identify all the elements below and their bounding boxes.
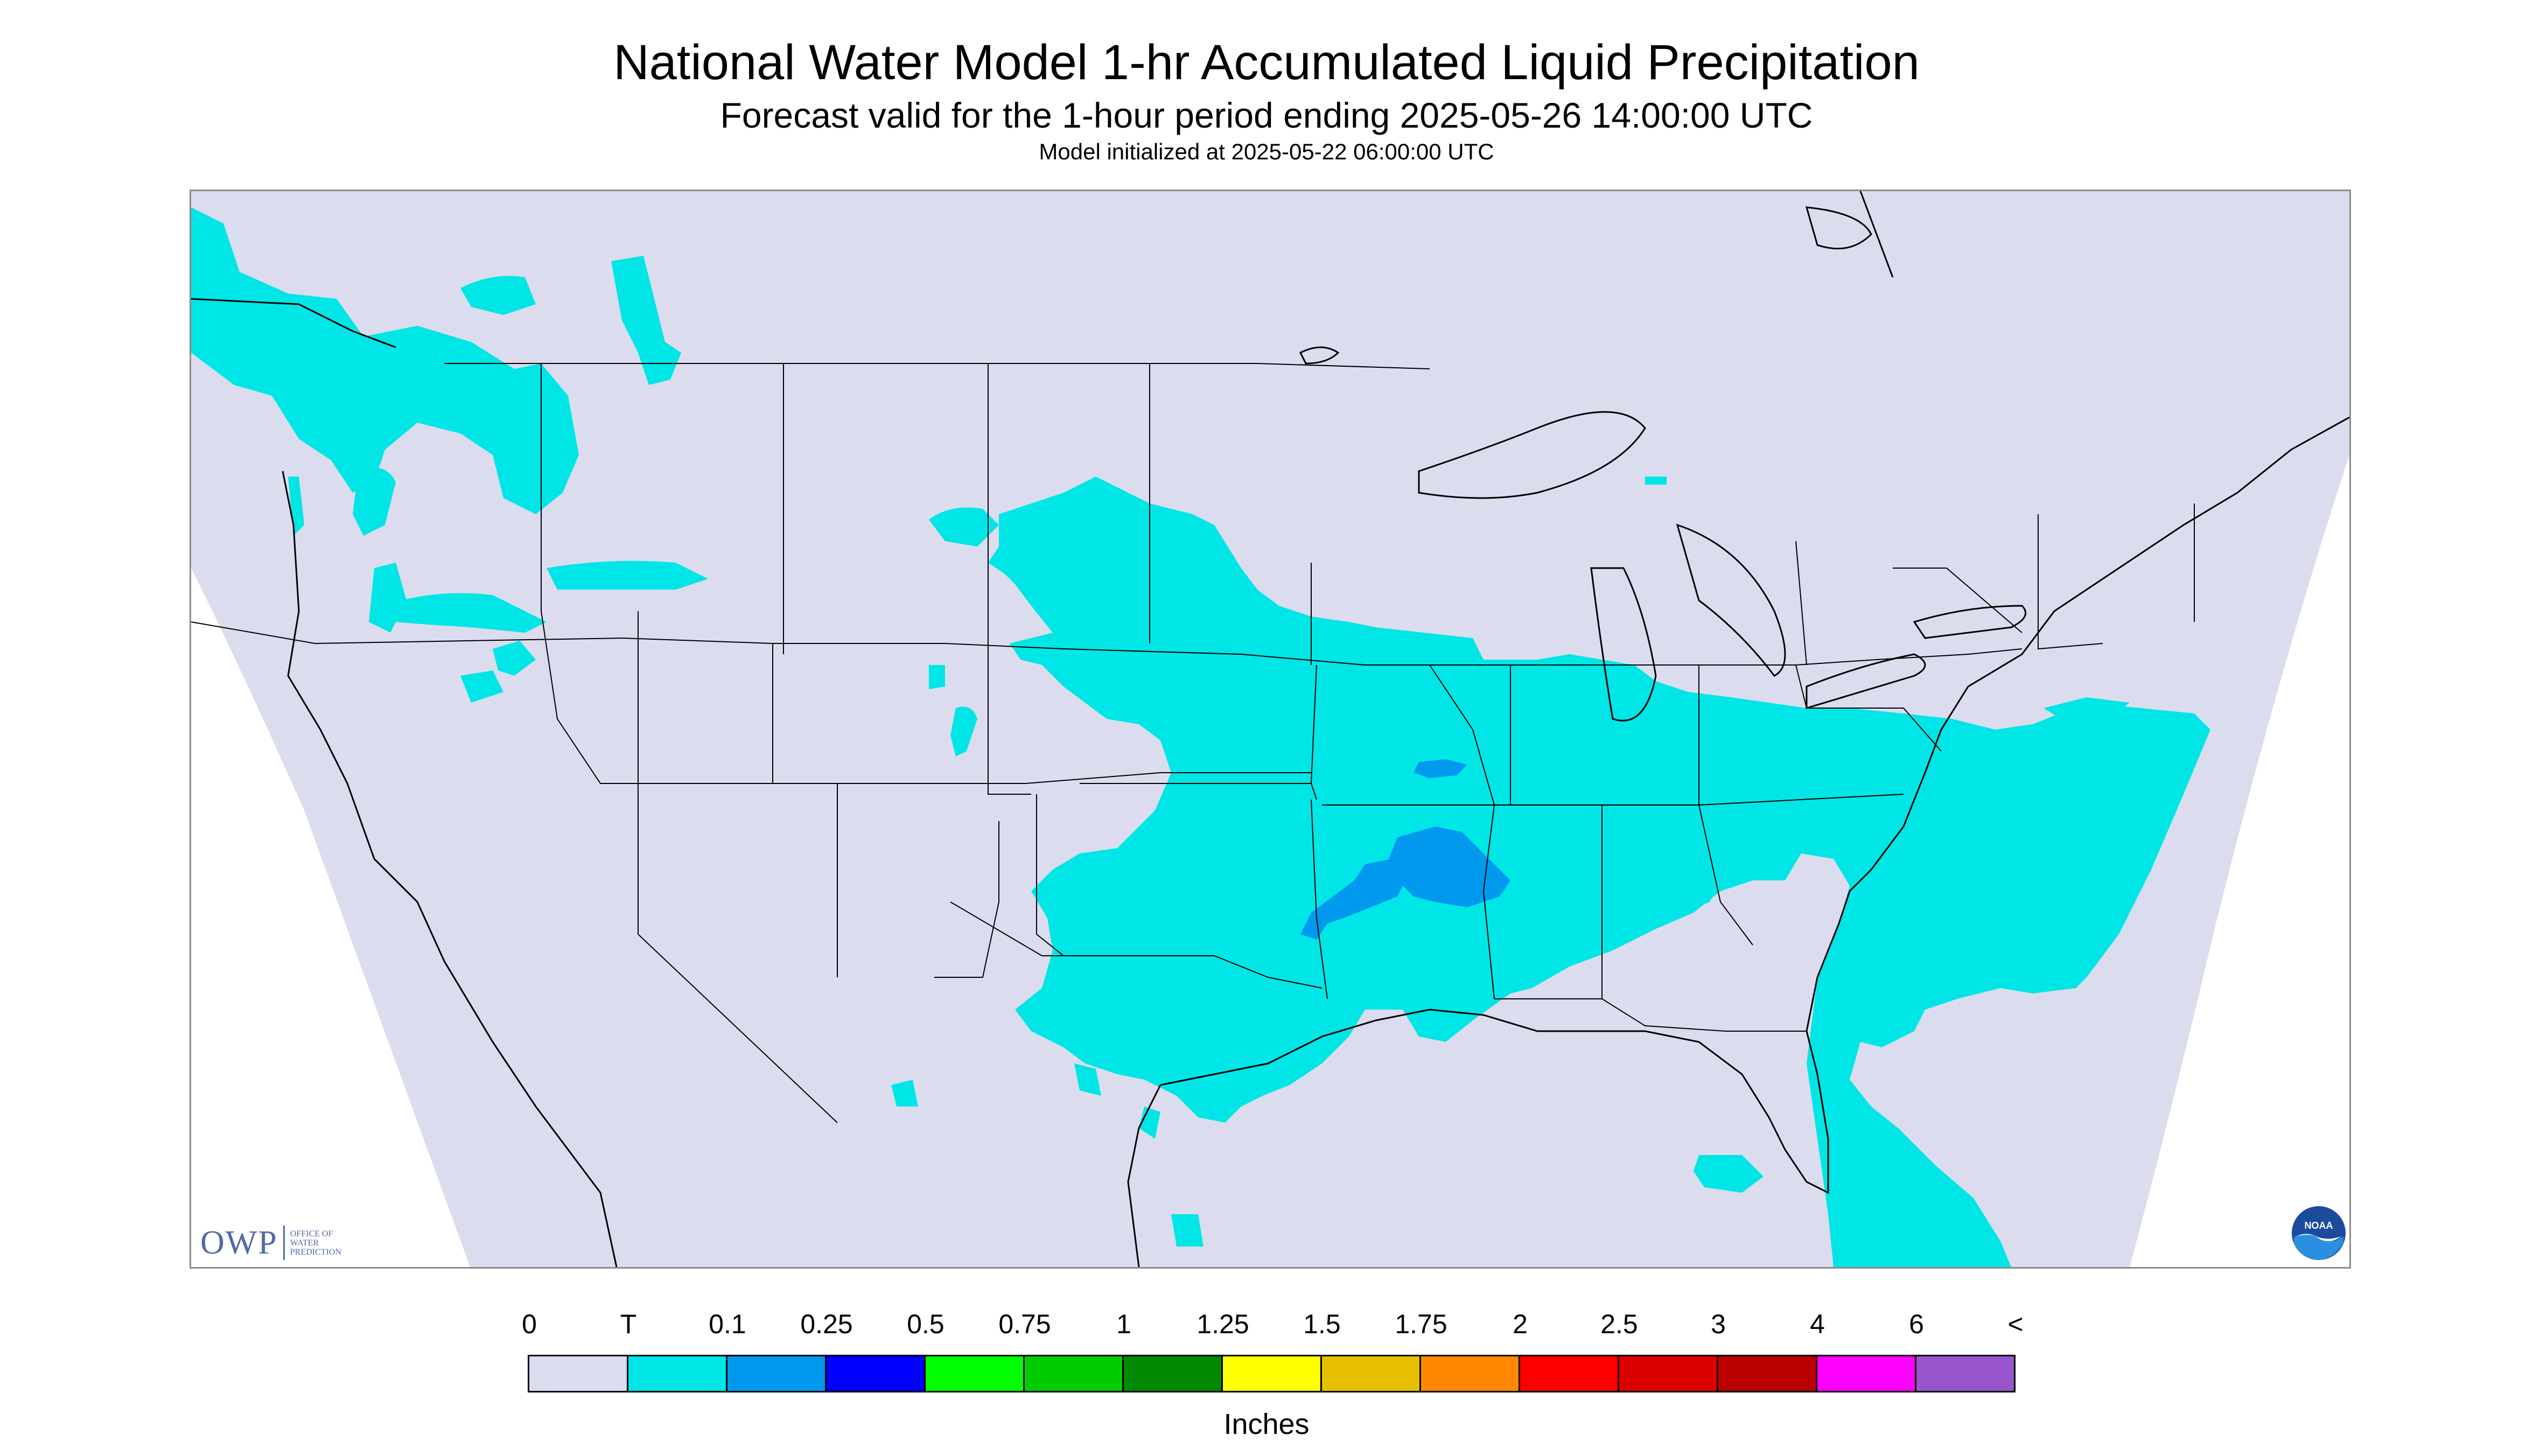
owp-logo-text: OFFICE OF WATER PREDICTION xyxy=(290,1229,341,1257)
legend-swatch xyxy=(1718,1356,1817,1391)
legend-tick-label: 3 xyxy=(1711,1309,1726,1339)
legend-swatch xyxy=(628,1356,727,1391)
legend-swatch xyxy=(727,1356,827,1391)
precip-central-east xyxy=(891,477,2210,1267)
precip-moderate xyxy=(1300,759,1510,940)
legend-tick-label: T xyxy=(620,1309,637,1339)
boundaries xyxy=(191,363,2195,1123)
legend-tick-label: 0.5 xyxy=(907,1309,944,1339)
svg-text:NOAA: NOAA xyxy=(2305,1220,2333,1231)
legend-tick-label: 2 xyxy=(1513,1309,1528,1339)
legend-tick-label: 1.5 xyxy=(1303,1309,1341,1339)
legend-tick-label: 1 xyxy=(1116,1309,1131,1339)
precipitation-map xyxy=(190,190,2351,1269)
coastlines xyxy=(191,191,2349,1267)
legend-units: Inches xyxy=(1223,1408,1310,1440)
owp-logo: OWP OFFICE OF WATER PREDICTION xyxy=(200,1221,341,1264)
map-canvas xyxy=(191,191,2349,1267)
legend-swatch xyxy=(1421,1356,1520,1391)
legend-labels: 0 T 0.1 0.25 0.5 0.75 1 1.25 1.5 1.75 2 2.5 3 4 6 < xyxy=(0,1308,2533,1346)
legend-swatch xyxy=(1916,1356,2014,1391)
legend-swatch xyxy=(1223,1356,1322,1391)
model-init-text: Model initialized at 2025-05-22 06:00:00… xyxy=(1039,139,1494,164)
legend-swatch xyxy=(1025,1356,1124,1391)
legend-swatch xyxy=(1322,1356,1421,1391)
noaa-logo: NOAA xyxy=(2292,1206,2346,1260)
legend-tick-label: 1.75 xyxy=(1395,1309,1447,1339)
legend-tick-label: 1.25 xyxy=(1196,1309,1249,1339)
legend-swatch xyxy=(1520,1356,1619,1391)
legend-swatch xyxy=(827,1356,926,1391)
legend-tick-label: 6 xyxy=(1909,1309,1924,1339)
legend-swatch xyxy=(926,1356,1025,1391)
legend-swatch xyxy=(529,1356,628,1391)
forecast-valid-subtitle: Forecast valid for the 1-hour period end… xyxy=(720,95,1813,135)
legend-swatch xyxy=(1619,1356,1718,1391)
precip-legend-colorbar xyxy=(528,1355,2016,1392)
legend-swatch xyxy=(1124,1356,1223,1391)
legend-tick-label: 2.5 xyxy=(1600,1309,1638,1339)
owp-logo-divider xyxy=(283,1226,285,1260)
legend-swatch xyxy=(1817,1356,1916,1391)
legend-tick-label: 0.25 xyxy=(800,1309,853,1339)
legend-tick-label: 0.75 xyxy=(998,1309,1051,1339)
legend-tick-label: < xyxy=(2007,1309,2024,1339)
map-title: National Water Model 1-hr Accumulated Li… xyxy=(613,35,1920,90)
owp-logo-mark: OWP xyxy=(200,1224,278,1261)
legend-tick-label: 0.1 xyxy=(709,1309,746,1339)
legend-tick-label: 0 xyxy=(522,1309,537,1339)
legend-tick-label: 4 xyxy=(1810,1309,1825,1339)
